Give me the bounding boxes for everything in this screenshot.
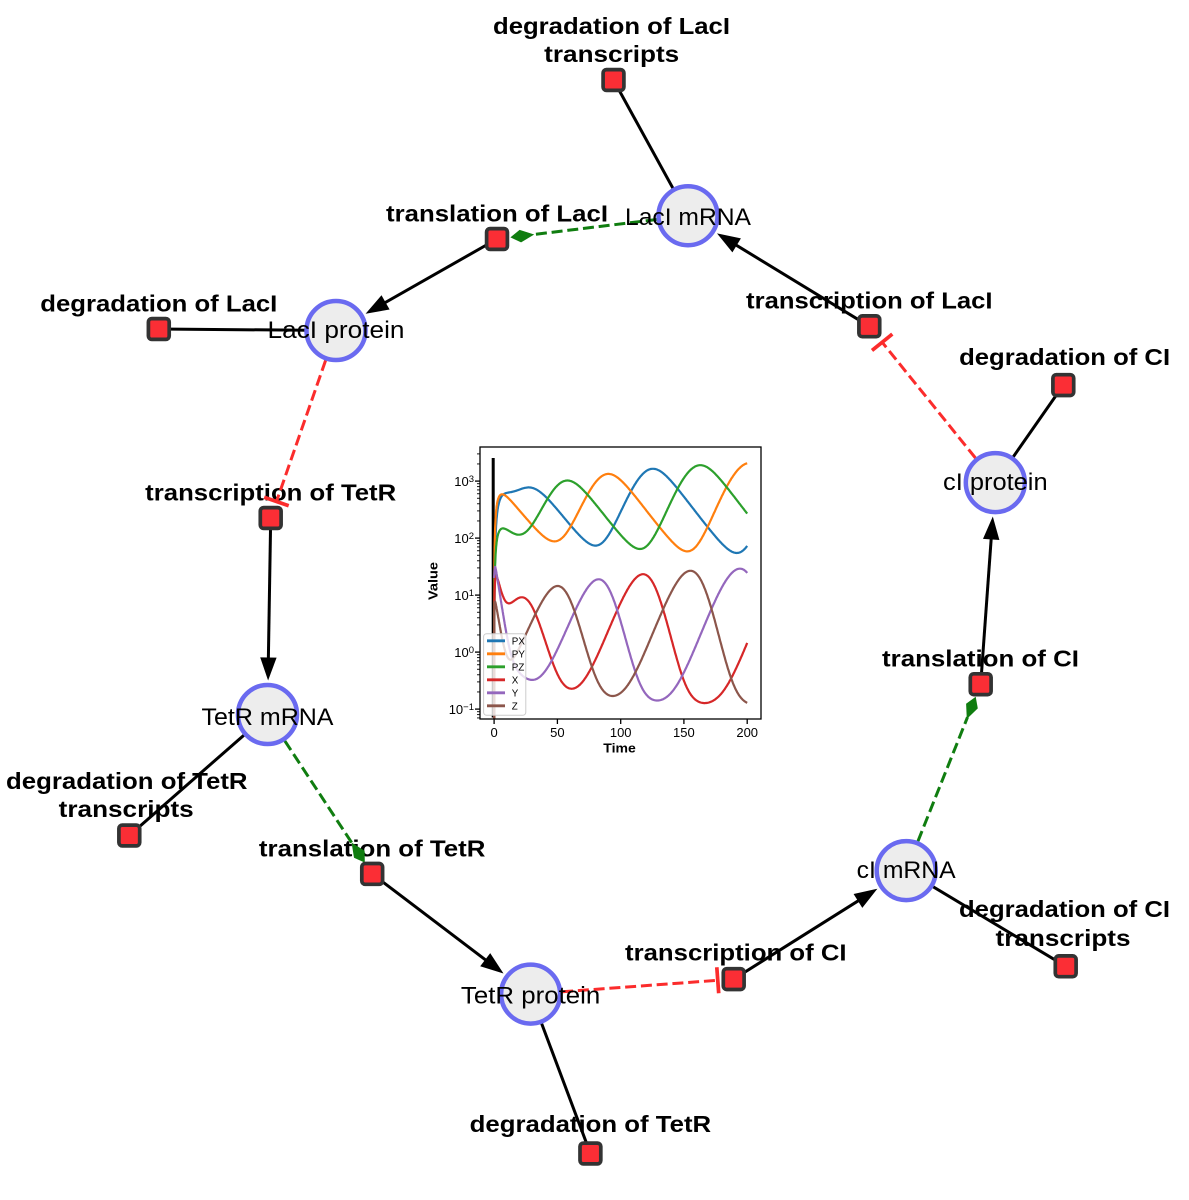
svg-text:degradation of CI: degradation of CI (959, 344, 1170, 370)
svg-text:LacI protein: LacI protein (268, 317, 405, 344)
svg-text:Value: Value (427, 562, 441, 600)
svg-text:degradation of TetR: degradation of TetR (6, 768, 248, 794)
svg-text:102: 102 (454, 531, 474, 546)
svg-text:LacI mRNA: LacI mRNA (625, 204, 752, 231)
svg-text:103: 103 (454, 474, 474, 489)
svg-text:100: 100 (454, 645, 474, 660)
svg-text:50: 50 (550, 725, 564, 740)
svg-text:degradation of CI: degradation of CI (959, 896, 1170, 922)
svg-text:translation of LacI: translation of LacI (386, 201, 608, 227)
svg-text:degradation of LacI: degradation of LacI (493, 13, 730, 39)
svg-text:PZ: PZ (512, 663, 525, 674)
svg-text:transcripts: transcripts (59, 796, 194, 822)
svg-text:TetR mRNA: TetR mRNA (202, 704, 335, 731)
svg-text:0: 0 (490, 725, 497, 740)
svg-text:200: 200 (736, 725, 758, 740)
svg-text:Z: Z (512, 702, 518, 713)
svg-text:101: 101 (454, 588, 474, 603)
svg-text:degradation of TetR: degradation of TetR (470, 1111, 712, 1137)
svg-text:cI mRNA: cI mRNA (857, 857, 957, 884)
svg-text:X: X (512, 676, 519, 687)
svg-text:100: 100 (610, 725, 632, 740)
svg-text:transcription of TetR: transcription of TetR (145, 480, 396, 506)
svg-text:TetR protein: TetR protein (461, 983, 600, 1010)
svg-text:Y: Y (512, 689, 519, 700)
svg-text:PY: PY (512, 650, 526, 661)
svg-text:transcripts: transcripts (544, 41, 679, 67)
svg-text:translation of TetR: translation of TetR (259, 835, 486, 861)
svg-text:150: 150 (673, 725, 695, 740)
svg-text:transcription of CI: transcription of CI (625, 940, 847, 966)
svg-text:Time: Time (603, 742, 636, 756)
svg-text:cI protein: cI protein (943, 469, 1048, 496)
svg-text:PX: PX (512, 637, 526, 648)
svg-text:10−1: 10−1 (449, 702, 474, 717)
svg-text:degradation of LacI: degradation of LacI (40, 291, 277, 317)
svg-text:transcription of LacI: transcription of LacI (746, 287, 993, 313)
